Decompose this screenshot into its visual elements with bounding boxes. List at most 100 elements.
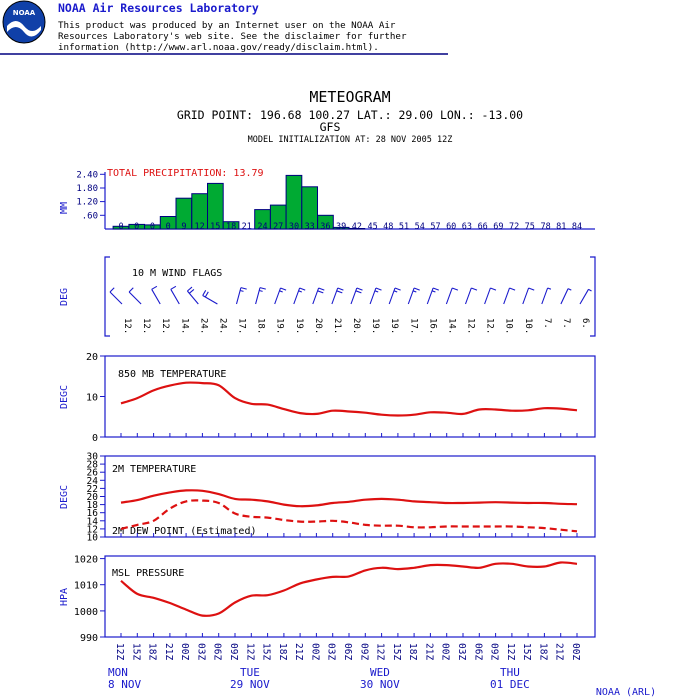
hour-label: 21Z: [554, 643, 565, 660]
disclaimer-line-1: This product was produced by an Internet…: [58, 20, 396, 31]
hour-label: 18Z: [147, 643, 158, 660]
wind-ylabel: DEG: [59, 288, 70, 306]
precip-bar-label: 57: [430, 222, 440, 232]
noaa-logo: NOAA: [2, 0, 46, 44]
wind-barb: [235, 287, 247, 305]
t2m-annotation: 2M TEMPERATURE: [112, 464, 196, 475]
wind-speed-label: 21.: [332, 318, 342, 334]
wind-barb: [255, 287, 266, 305]
precip-bar-label: 45: [367, 222, 377, 232]
ytick-label: 20: [86, 352, 98, 363]
wind-speed-label: 10.: [504, 318, 514, 334]
wind-barb: [522, 287, 535, 305]
wind-annotation: 10 M WIND FLAGS: [132, 268, 222, 279]
hour-label: 06Z: [212, 643, 223, 660]
precip-bar-label: 0: [134, 222, 139, 232]
footer-credit: NOAA (ARL): [596, 687, 656, 698]
precip-bar-label: 30: [289, 222, 299, 232]
time-axis: 12Z 15Z 18Z 21Z 00Z 03Z 06Z 09Z 12Z 15Z 18Z 21Z 00Z 0…: [114, 643, 581, 660]
precip-bar-label: 84: [572, 222, 582, 232]
hour-label: 21Z: [163, 643, 174, 660]
t850-annotation: 850 MB TEMPERATURE: [118, 369, 226, 380]
precip-panel: MM TOTAL PRECIPITATION: 13.79 2.40 1.80 1.…: [59, 168, 595, 232]
wind-barb: [464, 287, 478, 305]
wind-speed-label: 6.: [580, 318, 590, 329]
wind-speed-label: 19.: [294, 318, 304, 334]
wind-speed-label: 12.: [485, 318, 495, 334]
t850-ylabel: DEGC: [59, 385, 70, 409]
precip-bar-label: 51: [399, 222, 409, 232]
day-thu: THU: [500, 666, 520, 679]
wind-barb: [350, 287, 363, 305]
hour-label: 21Z: [293, 643, 304, 660]
precip-bar-label: 0: [118, 222, 123, 232]
wind-speed-label: 12.: [160, 318, 170, 334]
hour-label: 18Z: [277, 643, 288, 660]
precip-bar-label: 75: [525, 222, 535, 232]
grid-point-label: GRID POINT: 196.68 100.27 LAT.: 29.00 LO…: [177, 108, 523, 122]
hour-label: 09Z: [228, 643, 239, 660]
wind-barb: [388, 287, 401, 305]
precip-bar-label: 9: [181, 222, 186, 232]
wind-barb: [202, 290, 218, 305]
precip-bar-label: 69: [493, 222, 503, 232]
precip-bar: [317, 214, 334, 230]
precip-ytick-label: 1.80: [76, 184, 98, 194]
precip-ytick-label: 2.40: [76, 170, 98, 180]
wind-barb: [331, 287, 344, 305]
t850-panel: DEGC 850 MB TEMPERATURE 0 10 20: [59, 352, 596, 444]
hour-label: 18Z: [537, 643, 548, 660]
precip-bar-label: 63: [462, 222, 472, 232]
hour-label: 03Z: [456, 643, 467, 660]
wind-speed-label: 17.: [237, 318, 247, 334]
hour-label: 12Z: [375, 643, 386, 660]
hour-label: 00Z: [179, 643, 190, 660]
wind-speed-label: 12.: [141, 318, 151, 334]
day-labels: MON 8 NOV TUE 29 NOV WED 30 NOV THU 01 D…: [108, 666, 530, 691]
precip-total-annotation: TOTAL PRECIPITATION: 13.79: [107, 168, 264, 179]
precip-bar-label: 18: [226, 222, 236, 232]
precip-bar-label: 78: [540, 222, 550, 232]
wind-speed-label: 7.: [542, 318, 552, 329]
ytick-label: 990: [80, 633, 98, 644]
ytick-label: 0: [92, 433, 98, 444]
date-wed: 30 NOV: [360, 678, 400, 691]
precip-bar-label: 12: [194, 222, 204, 232]
mslp-frame: [104, 555, 596, 638]
hour-label: 00Z: [570, 643, 581, 660]
dewpoint-annotation: 2M DEW POINT (Estimated): [112, 526, 257, 537]
hour-label: 00Z: [309, 643, 320, 660]
wind-speed-label: 12.: [122, 318, 132, 334]
init-label: MODEL INITIALIZATION AT: 28 NOV 2005 12Z: [248, 135, 453, 145]
hour-label: 00Z: [440, 643, 451, 660]
wind-speed-label: 7.: [561, 318, 571, 329]
wind-bracket-left: [104, 256, 110, 337]
ytick-label: 1000: [74, 607, 98, 618]
precip-bar: [348, 228, 366, 230]
hour-label: 18Z: [407, 643, 418, 660]
wind-speed-label: 19.: [389, 318, 399, 334]
precip-bar-label: 48: [383, 222, 393, 232]
precip-bar-label: 36: [320, 222, 330, 232]
ytick-label: 16: [87, 508, 99, 519]
ytick-label: 28: [87, 460, 99, 471]
precip-bar-label: 0: [166, 222, 171, 232]
mslp-panel: HPA MSL PRESSURE 990 1000 1010 1020: [59, 555, 596, 644]
precip-bar: [285, 174, 303, 230]
wind-speed-label: 19.: [275, 318, 285, 334]
wind-panel: DEG 10 M WIND FLAGS 12. 12. 12. 14. 24. 24. 17…: [59, 256, 596, 337]
hour-label: 03Z: [195, 643, 206, 660]
wind-speed-label: 20.: [351, 318, 361, 334]
day-mon: MON: [108, 666, 128, 679]
precip-bar: [301, 186, 318, 230]
hour-label: 15Z: [521, 643, 532, 660]
wind-barb: [426, 287, 439, 305]
day-wed: WED: [370, 666, 390, 679]
wind-speed-label: 20.: [313, 318, 323, 334]
wind-speed-label: 14.: [179, 318, 189, 334]
precip-bar-label: 0: [150, 222, 155, 232]
precip-ylabel: MM: [59, 202, 70, 214]
ytick-label: 1010: [74, 581, 98, 592]
